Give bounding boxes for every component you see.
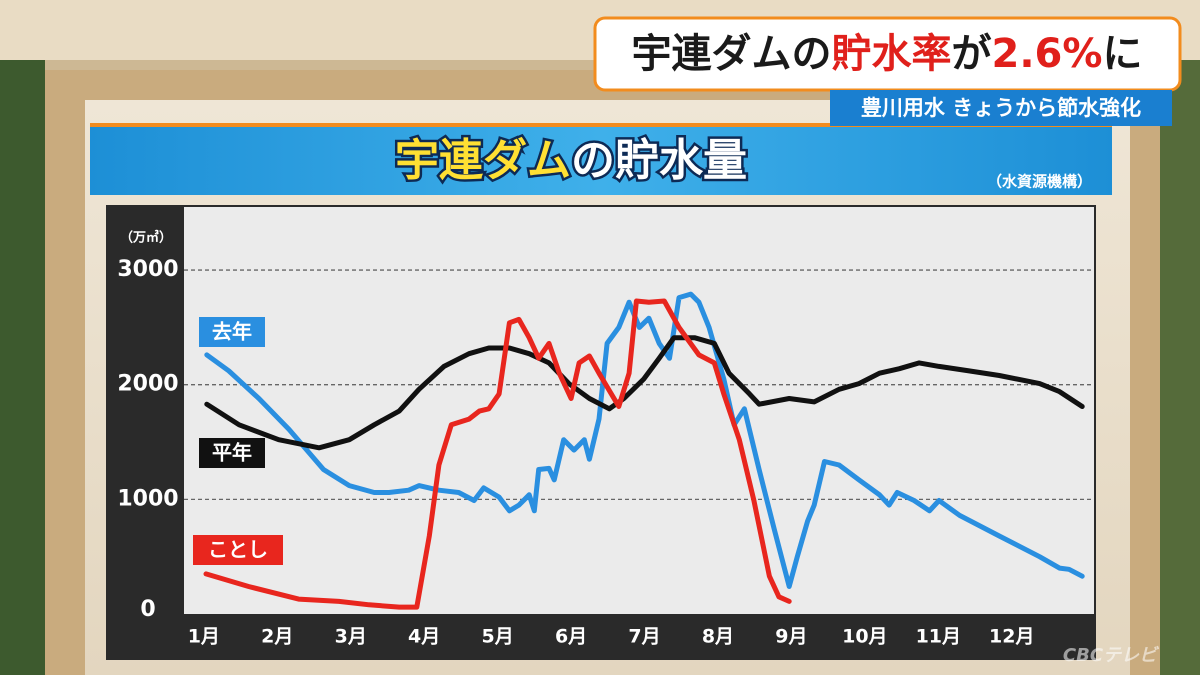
text-part: が <box>952 31 992 77</box>
text-part: 2.6% <box>992 31 1103 77</box>
y-tick-label: 1000 <box>117 486 178 511</box>
source-note: （水資源機構） <box>987 173 1092 191</box>
grid: 0 1000 2000 3000 1月 2月 3月 4月 5月 6月 7月 8月 9月 10月 11月 12月 <box>117 257 1094 648</box>
y-tick-label: 3000 <box>117 257 178 282</box>
y-axis-unit: （万㎥） <box>120 230 172 246</box>
x-tick-label: 10月 <box>842 626 887 648</box>
text-part: 宇連ダムの <box>632 31 832 77</box>
x-tick-label: 7月 <box>628 626 660 648</box>
legend-box <box>199 317 265 347</box>
text-part: に <box>1102 31 1142 77</box>
x-tick-label: 9月 <box>775 626 807 648</box>
series-line <box>204 335 1085 451</box>
x-tick-label: 8月 <box>702 626 734 648</box>
y-tick-label: 2000 <box>117 372 178 397</box>
chart-title: 宇連ダムの貯水量 <box>395 135 747 186</box>
title-band <box>90 123 1112 195</box>
plants-right <box>1160 60 1200 675</box>
channel-logo: CBCテレビ <box>1063 645 1160 666</box>
legend-box <box>199 438 265 468</box>
x-tick-label: 11月 <box>916 626 961 648</box>
plants-left <box>0 60 45 675</box>
legend-label: 去年 <box>212 320 252 344</box>
headline: 宇連ダムの貯水率が2.6%に <box>632 31 1143 77</box>
legend-label: 平年 <box>212 441 252 465</box>
series-line <box>203 298 792 610</box>
x-tick-label: 5月 <box>481 626 513 648</box>
plot-area <box>184 207 1094 614</box>
y-tick-label: 0 <box>140 597 155 622</box>
title-band-edge <box>90 123 1112 127</box>
lines <box>203 291 1085 610</box>
legend-box <box>193 535 283 565</box>
text-part: の貯水量 <box>571 135 747 186</box>
x-tick-label: 1月 <box>188 626 220 648</box>
x-tick-label: 4月 <box>408 626 440 648</box>
legend-label: ことし <box>208 538 268 562</box>
x-tick-label: 2月 <box>261 626 293 648</box>
text-part: 宇連ダム <box>395 135 571 186</box>
text-part: 貯水率 <box>832 31 952 77</box>
subhead-box <box>830 90 1172 126</box>
x-tick-label: 12月 <box>989 626 1034 648</box>
x-tick-label: 3月 <box>335 626 367 648</box>
series-line <box>204 291 1085 589</box>
x-tick-label: 6月 <box>555 626 587 648</box>
subhead: 豊川用水 きょうから節水強化 <box>861 96 1141 120</box>
